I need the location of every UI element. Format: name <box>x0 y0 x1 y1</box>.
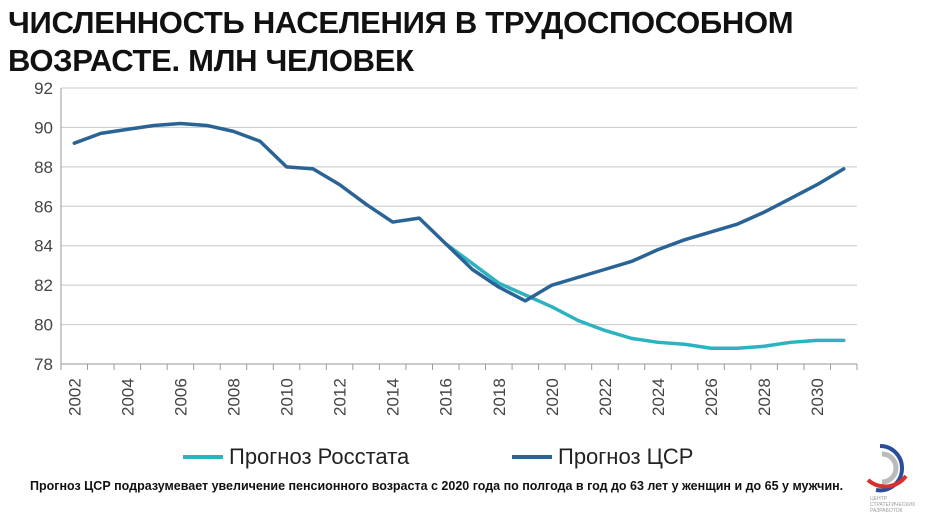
legend-swatch <box>512 455 552 459</box>
legend-item-csr: Прогноз ЦСР <box>512 444 693 470</box>
x-tick-label: 2014 <box>384 378 403 416</box>
x-tick-label: 2024 <box>649 378 668 416</box>
x-tick-label: 2012 <box>331 378 350 416</box>
x-tick-label: 2018 <box>490 378 509 416</box>
x-tick-label: 2020 <box>543 378 562 416</box>
series-line-rosstat <box>443 241 846 350</box>
y-tick-label: 80 <box>34 316 53 335</box>
x-tick-label: 2022 <box>596 378 615 416</box>
legend-label: Прогноз Росстата <box>229 444 410 469</box>
footnote: Прогноз ЦСР подразумевает увеличение пен… <box>30 479 844 493</box>
y-tick-label: 90 <box>34 118 53 137</box>
legend-swatch <box>183 455 223 459</box>
x-tick-label: 2028 <box>755 378 774 416</box>
legend-label: Прогноз ЦСР <box>558 444 694 469</box>
y-tick-label: 86 <box>34 197 53 216</box>
y-tick-label: 92 <box>34 79 53 98</box>
x-tick-label: 2008 <box>224 378 243 416</box>
x-tick-label: 2004 <box>118 378 137 416</box>
csr-logo: ЦЕНТР СТРАТЕГИЧЕСКИХ РАЗРАБОТОК <box>866 444 916 514</box>
x-tick-label: 2002 <box>65 378 84 416</box>
svg-text:ЦЕНТР: ЦЕНТР <box>870 496 888 502</box>
line-chart: 78 80 82 84 86 88 90 92 2002 2004 2006 2008 2010 2012… <box>34 79 858 416</box>
y-tick-label: 82 <box>34 276 53 295</box>
series-line-csr <box>72 121 846 303</box>
svg-text:РАЗРАБОТОК: РАЗРАБОТОК <box>870 508 902 514</box>
x-tick-label: 2006 <box>171 378 190 416</box>
x-tick-label: 2010 <box>278 378 297 416</box>
y-tick-label: 78 <box>34 355 53 374</box>
svg-text:СТРАТЕГИЧЕСКИХ: СТРАТЕГИЧЕСКИХ <box>870 502 916 508</box>
x-tick-label: 2016 <box>437 378 456 416</box>
x-tick-label: 2026 <box>702 378 721 416</box>
chart-title: ЧИСЛЕННОСТЬ НАСЕЛЕНИЯ В ТРУДОСПОСОБНОМ В… <box>8 5 794 78</box>
y-tick-label: 88 <box>34 158 53 177</box>
x-tick-label: 2030 <box>808 378 827 416</box>
y-tick-label: 84 <box>34 237 53 256</box>
legend-item-rosstat: Прогноз Росстата <box>183 444 409 470</box>
